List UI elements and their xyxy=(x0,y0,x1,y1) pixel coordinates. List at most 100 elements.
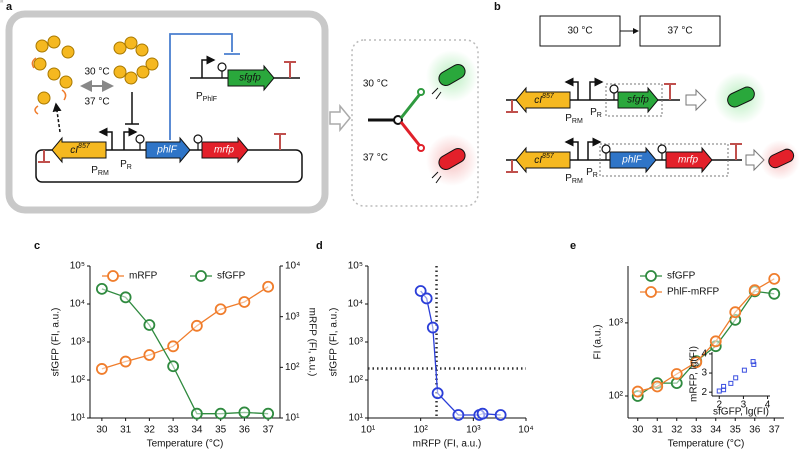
tails xyxy=(31,57,67,115)
point xyxy=(733,375,739,381)
terminator xyxy=(506,100,518,113)
panel-label: e xyxy=(570,240,576,252)
point xyxy=(716,388,722,394)
y-tick-label: 10² xyxy=(349,375,364,386)
x-tick-label: 31 xyxy=(120,425,132,436)
rbs xyxy=(601,144,611,154)
point xyxy=(651,380,664,393)
legend-marker xyxy=(195,270,207,282)
gene-sup: 857 xyxy=(78,143,91,150)
p-sub: R xyxy=(593,172,598,179)
point xyxy=(119,355,132,368)
y2-axis-label: mRFP (FI, a.u.) xyxy=(306,308,317,377)
panel-label: a xyxy=(6,1,13,13)
y-tick-label: 10⁴ xyxy=(348,299,363,310)
y-tick-label: 10³ xyxy=(349,337,364,348)
p-sub: RM xyxy=(572,178,583,185)
x-tick-label: 10² xyxy=(413,425,428,436)
promoter xyxy=(98,127,113,150)
point xyxy=(741,367,747,373)
y-tick-label: 10³ xyxy=(609,318,624,329)
x-tick-label: 4 xyxy=(765,400,771,411)
panel-label: b xyxy=(494,1,501,13)
p: P xyxy=(590,107,597,118)
y-tick-label: 10¹ xyxy=(349,413,364,424)
gene-arrow xyxy=(145,136,191,164)
legend-label: sfGFP xyxy=(217,271,246,282)
temperature: 37 °C xyxy=(363,153,388,164)
cell xyxy=(768,148,795,169)
point xyxy=(494,409,507,421)
p: P xyxy=(565,113,572,124)
point xyxy=(670,368,683,380)
x-tick-label: 36 xyxy=(749,425,761,436)
gene-arrow xyxy=(51,136,107,164)
legend-marker xyxy=(645,270,657,282)
gene-label: mrfp xyxy=(678,155,698,166)
switch-off xyxy=(399,121,422,147)
hollow-arrow xyxy=(329,103,351,133)
temperature: 37 °C xyxy=(84,97,109,108)
promoter-label: PRM xyxy=(565,173,583,186)
y-axis-label: mRFP, lg(FI) xyxy=(689,346,700,402)
cell xyxy=(438,148,466,170)
gene-arrow xyxy=(617,86,659,114)
point xyxy=(728,380,734,386)
cell xyxy=(727,86,755,108)
rbs xyxy=(193,134,203,144)
point xyxy=(167,360,180,373)
y-tick-label: 10⁵ xyxy=(348,261,363,272)
p: P xyxy=(196,91,203,102)
promoter xyxy=(589,77,604,100)
point xyxy=(167,340,180,353)
x-tick-label: 37 xyxy=(263,425,275,436)
gene-name: cI xyxy=(534,155,542,166)
y-tick-label: 10⁵ xyxy=(70,261,85,272)
p: P xyxy=(565,173,572,184)
gene-arrow xyxy=(201,136,249,164)
point xyxy=(119,291,132,304)
annotation: B xyxy=(0,0,4,6)
promoter xyxy=(564,137,579,160)
p: P xyxy=(586,167,593,178)
switch-knob xyxy=(417,88,425,96)
gene-label: cI857 xyxy=(534,153,555,165)
x-tick-label: 30 xyxy=(96,425,108,436)
panel-label: d xyxy=(316,240,323,252)
legend-marker xyxy=(107,270,119,282)
point xyxy=(414,285,427,297)
p-sub: RM xyxy=(572,118,583,125)
outcome-box xyxy=(351,39,479,207)
point xyxy=(476,407,489,420)
temperature: 30 °C xyxy=(567,26,592,37)
gene-sup: 857 xyxy=(542,153,555,160)
gene-arrow xyxy=(515,86,571,114)
diagram-shapes xyxy=(5,10,800,214)
point xyxy=(729,306,742,319)
hollow-arrow xyxy=(745,148,765,172)
terminator xyxy=(506,160,518,173)
point xyxy=(214,407,227,420)
y2-tick-label: 10³ xyxy=(285,311,300,322)
promoter xyxy=(123,127,138,150)
p-sub: R xyxy=(597,112,602,119)
temp-box xyxy=(539,15,621,47)
point xyxy=(631,385,644,398)
x-tick-label: 33 xyxy=(691,425,703,436)
point xyxy=(750,359,756,365)
point xyxy=(709,335,722,348)
annotation: A xyxy=(0,0,4,6)
point xyxy=(768,287,781,300)
gene-arrow xyxy=(665,146,713,174)
temperature: 30 °C xyxy=(84,67,109,78)
terminator xyxy=(38,150,50,163)
promoter xyxy=(587,137,602,160)
temp-box xyxy=(639,15,721,47)
promoter-label: PRM xyxy=(565,113,583,126)
point xyxy=(420,292,433,305)
x-tick-label: 31 xyxy=(652,425,664,436)
panel-label: c xyxy=(34,240,40,252)
repression xyxy=(125,92,139,125)
legend-label: mRFP xyxy=(129,271,158,282)
x-tick-label: 35 xyxy=(215,425,227,436)
